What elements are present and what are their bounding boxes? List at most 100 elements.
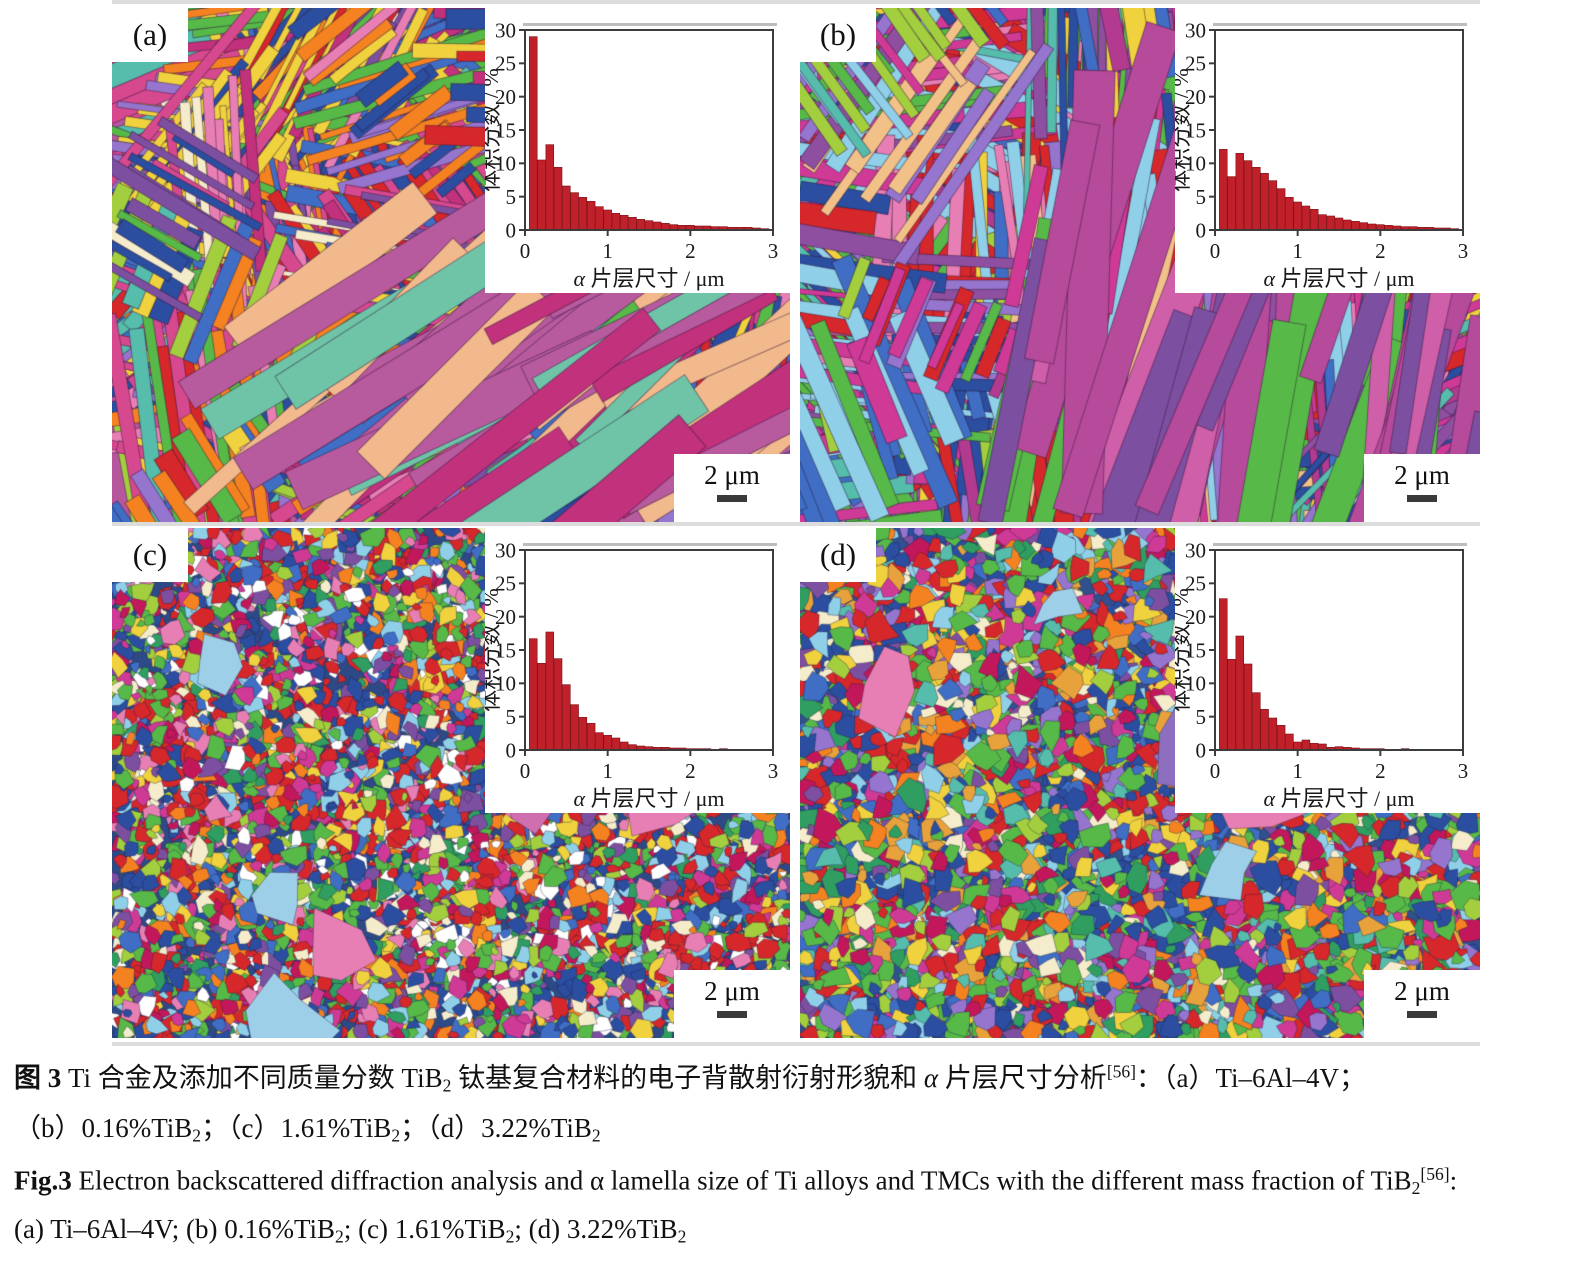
svg-text:20: 20 (1185, 85, 1206, 109)
y-axis-label: 体积分数 / % (485, 588, 503, 711)
panel-label-d: (d) (800, 528, 876, 582)
caption-segment: : (1449, 1165, 1458, 1196)
scale-bar (1407, 495, 1437, 502)
inset-shadow (1213, 543, 1467, 546)
svg-text:15: 15 (1185, 118, 1206, 142)
panel-label-text: (c) (132, 537, 168, 572)
scale-label: 2 μm (1394, 976, 1450, 1006)
scale-label: 2 μm (704, 460, 760, 490)
caption-segment: (a) Ti–6Al–4V; (b) 0.16%TiB (14, 1214, 336, 1244)
svg-text:20: 20 (495, 85, 516, 109)
caption-segment: ；（d）3.22%TiB (400, 1113, 592, 1143)
svg-text:10: 10 (495, 152, 516, 176)
caption-segment: Electron backscattered diffraction analy… (71, 1165, 1412, 1196)
svg-text:1: 1 (602, 239, 613, 263)
svg-text:1: 1 (1292, 239, 1303, 263)
scan-artifact-strip (112, 0, 1480, 4)
svg-text:30: 30 (495, 538, 516, 562)
inset-histogram-d: 0 5 10 15 20 25 30 0 1 2 3 体积分数 / % α 片层尺寸 / μm (1175, 528, 1480, 813)
y-axis-label: 体积分数 / % (485, 68, 503, 191)
caption-zh-line1: 图 3 Ti 合金及添加不同质量分数 TiB2 钛基复合材料的电子背散射衍射形貌… (14, 1056, 1366, 1096)
inset-shadow (1213, 23, 1467, 26)
bars (1219, 598, 1459, 751)
svg-text:5: 5 (1196, 705, 1207, 729)
caption-en-line1: Fig.3 Electron backscattered diffraction… (14, 1164, 1457, 1199)
svg-text:20: 20 (1185, 605, 1206, 629)
scalebox-c: 2 μm (674, 970, 790, 1038)
inset-shadow (523, 23, 777, 26)
scale-label: 2 μm (704, 976, 760, 1006)
caption-segment: 2 (505, 1226, 515, 1247)
x-axis-label: α 片层尺寸 / μm (1263, 266, 1414, 291)
caption-zh-line2: （b）0.16%TiB2；（c）1.61%TiB2；（d）3.22%TiB2 (14, 1106, 601, 1146)
x-axis-label: α 片层尺寸 / μm (573, 786, 724, 811)
x-axis-label: α 片层尺寸 / μm (1263, 786, 1414, 811)
inset-histogram-b: 0 5 10 15 20 25 30 0 1 2 3 体积分数 / % α 片层尺寸 / μm (1175, 8, 1480, 293)
axis-ticks: 0 5 10 15 20 25 30 0 1 2 3 (1185, 538, 1468, 783)
svg-text:0: 0 (520, 759, 531, 783)
panel-label-text: (b) (819, 17, 857, 52)
svg-text:15: 15 (495, 638, 516, 662)
svg-text:3: 3 (768, 239, 779, 263)
svg-text:5: 5 (506, 705, 517, 729)
caption-segment: ; (d) 3.22%TiB (514, 1214, 678, 1244)
histogram-a: 0 5 10 15 20 25 30 0 1 2 3 体积分数 / % α 片层尺寸 / μm (485, 18, 778, 291)
caption-segment: Fig.3 (14, 1165, 72, 1196)
caption-segment: 2 (1411, 1178, 1421, 1199)
svg-text:3: 3 (1458, 759, 1469, 783)
caption-segment: 图 3 (14, 1063, 62, 1093)
scale-bar (717, 1011, 747, 1018)
axis-ticks: 0 5 10 15 20 25 30 0 1 2 3 (495, 18, 778, 263)
y-axis-label: 体积分数 / % (1175, 588, 1193, 711)
caption-segment: Ti 合金及添加不同质量分数 TiB (61, 1063, 443, 1093)
svg-text:1: 1 (602, 759, 613, 783)
svg-text:5: 5 (506, 185, 517, 209)
svg-text:0: 0 (506, 218, 517, 242)
caption-segment: [56] (1106, 1061, 1137, 1082)
svg-text:25: 25 (1185, 52, 1206, 76)
caption-segment: 2 (391, 1125, 401, 1146)
caption-segment: ：（a）Ti–6Al–4V； (1136, 1063, 1367, 1093)
scale-bar (1407, 1011, 1437, 1018)
bars (529, 36, 769, 231)
caption-segment: [56] (1420, 1164, 1450, 1184)
svg-text:25: 25 (1185, 572, 1206, 596)
caption-segment: α (923, 1063, 939, 1093)
svg-text:3: 3 (1458, 239, 1469, 263)
svg-text:10: 10 (1185, 152, 1206, 176)
caption-segment: 2 (591, 1125, 601, 1146)
panel-label-a: (a) (112, 8, 188, 62)
x-axis-label: α 片层尺寸 / μm (573, 266, 724, 291)
histogram-d: 0 5 10 15 20 25 30 0 1 2 3 体积分数 / % α 片层尺寸 / μm (1175, 538, 1468, 811)
svg-text:10: 10 (1185, 672, 1206, 696)
panel-label-b: (b) (800, 8, 876, 62)
svg-text:25: 25 (495, 572, 516, 596)
svg-text:0: 0 (1196, 738, 1207, 762)
caption-en-line2: (a) Ti–6Al–4V; (b) 0.16%TiB 2; (c) 1.61%T… (14, 1214, 686, 1247)
svg-text:30: 30 (1185, 538, 1206, 562)
svg-text:15: 15 (495, 118, 516, 142)
scale-label: 2 μm (1394, 460, 1450, 490)
bars (1219, 149, 1459, 231)
histogram-b: 0 5 10 15 20 25 30 0 1 2 3 体积分数 / % α 片层尺寸 / μm (1175, 18, 1469, 291)
scalebox-b: 2 μm (1364, 454, 1480, 522)
inset-histogram-a: 0 5 10 15 20 25 30 0 1 2 3 体积分数 / % α 片层尺寸 / μm (485, 8, 790, 293)
svg-text:10: 10 (495, 672, 516, 696)
svg-text:2: 2 (1375, 759, 1386, 783)
scan-artifact-strip (112, 522, 1480, 526)
scalebox-a: 2 μm (674, 454, 790, 522)
svg-text:1: 1 (1292, 759, 1303, 783)
caption-segment: ; (c) 1.61%TiB (343, 1214, 506, 1244)
histogram-c: 0 5 10 15 20 25 30 0 1 2 3 体积分数 / % α 片层尺寸 / μm (485, 538, 778, 811)
svg-text:2: 2 (1375, 239, 1386, 263)
caption-segment: 片层尺寸分析 (938, 1063, 1107, 1093)
scan-artifact-strip (112, 1042, 1480, 1046)
svg-text:5: 5 (1196, 185, 1207, 209)
panel-label-text: (a) (132, 17, 168, 52)
svg-text:30: 30 (495, 18, 516, 42)
